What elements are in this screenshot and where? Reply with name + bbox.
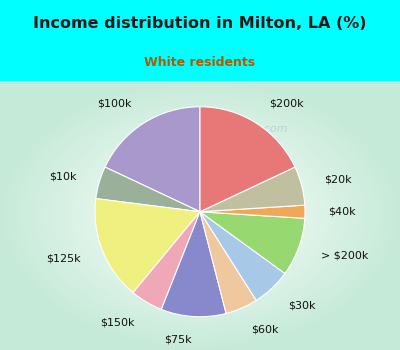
Wedge shape xyxy=(200,212,285,300)
Wedge shape xyxy=(133,212,200,309)
Text: $60k: $60k xyxy=(251,324,278,334)
Text: $200k: $200k xyxy=(269,99,303,108)
Wedge shape xyxy=(105,107,200,212)
Text: $150k: $150k xyxy=(100,317,135,327)
Wedge shape xyxy=(200,107,295,212)
Text: $10k: $10k xyxy=(50,171,77,181)
Wedge shape xyxy=(161,212,226,317)
Text: $30k: $30k xyxy=(288,300,315,310)
Text: $75k: $75k xyxy=(164,335,192,345)
Text: $20k: $20k xyxy=(324,175,352,185)
Wedge shape xyxy=(200,212,256,314)
Wedge shape xyxy=(200,212,305,273)
Text: $40k: $40k xyxy=(328,207,356,217)
Text: White residents: White residents xyxy=(144,56,256,70)
Text: $125k: $125k xyxy=(46,254,81,264)
Wedge shape xyxy=(200,205,305,218)
Wedge shape xyxy=(200,167,305,212)
Text: > $200k: > $200k xyxy=(320,250,368,260)
Text: City-Data.com: City-Data.com xyxy=(208,124,288,134)
Text: $100k: $100k xyxy=(97,99,131,108)
Text: Income distribution in Milton, LA (%): Income distribution in Milton, LA (%) xyxy=(33,16,367,31)
Wedge shape xyxy=(96,167,200,212)
Wedge shape xyxy=(95,198,200,293)
